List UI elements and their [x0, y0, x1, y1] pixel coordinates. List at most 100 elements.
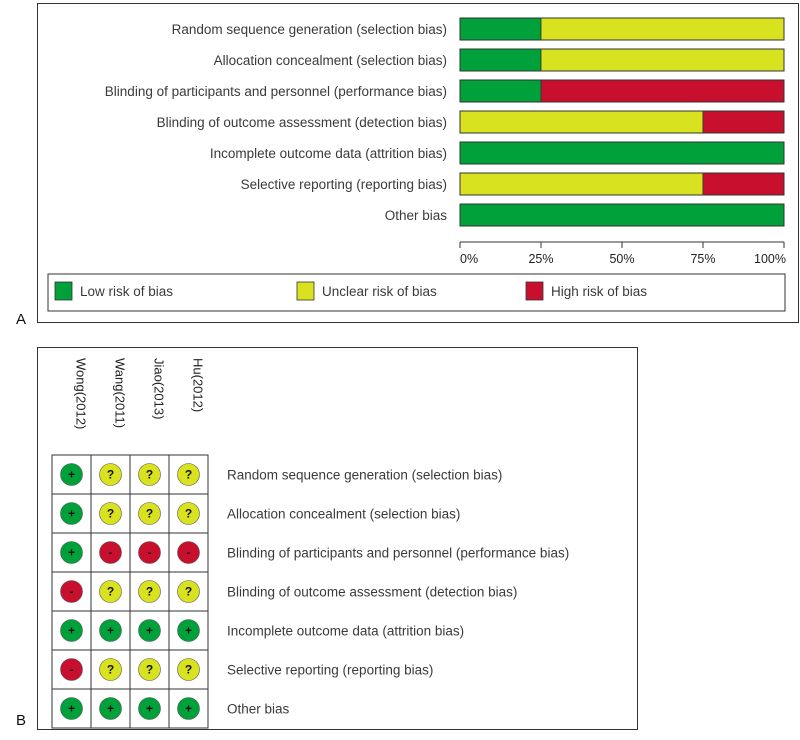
judgement-dot-unclear: [138, 658, 161, 681]
study-name: Wong(2012): [74, 358, 89, 429]
bar-segment-low: [459, 48, 542, 72]
judgement-symbol-high: -: [70, 585, 74, 599]
graph-row-label: Random sequence generation (selection bi…: [172, 22, 447, 37]
judgement-dot-low: [60, 463, 83, 486]
bar-segment-low: [459, 141, 785, 165]
judgement-symbol-low: +: [107, 624, 114, 638]
legend-label-low: Low risk of bias: [80, 284, 173, 299]
judgement-symbol-high: -: [70, 663, 74, 677]
judgement-dot-low: [138, 697, 161, 720]
bar-outline: [459, 203, 785, 227]
judgement-dot-unclear: [99, 580, 122, 603]
bar-segment-unclear: [540, 48, 785, 72]
bar-outline: [459, 79, 785, 103]
bar-outline: [459, 17, 785, 41]
judgement-dot-high: [177, 541, 200, 564]
risk-of-bias-graph-panel: Random sequence generation (selection bi…: [37, 3, 799, 323]
bar-segment-high: [702, 110, 785, 134]
graph-row-label: Other bias: [385, 208, 448, 223]
summary-row-label: Blinding of participants and personnel (…: [227, 546, 569, 561]
judgement-dot-high: [60, 658, 83, 681]
graph-row-label: Blinding of outcome assessment (detectio…: [157, 115, 447, 130]
judgement-symbol-unclear: ?: [107, 663, 114, 677]
x-axis-tick-label: 75%: [690, 252, 715, 266]
bar-outline: [459, 110, 785, 134]
graph-row-label: Blinding of participants and personnel (…: [105, 84, 447, 99]
judgement-symbol-low: +: [68, 507, 75, 521]
judgement-dot-low: [177, 619, 200, 642]
judgement-dot-unclear: [177, 658, 200, 681]
judgement-dot-unclear: [177, 580, 200, 603]
bar-outline: [459, 48, 785, 72]
judgement-symbol-low: +: [68, 468, 75, 482]
bar-outline: [459, 172, 785, 196]
summary-row-label: Allocation concealment (selection bias): [227, 507, 460, 522]
judgement-symbol-low: +: [68, 546, 75, 560]
panel-b-letter: B: [16, 712, 27, 729]
graph-row-label: Incomplete outcome data (attrition bias): [210, 146, 447, 161]
judgement-dot-high: [138, 541, 161, 564]
judgement-dot-low: [99, 697, 122, 720]
graph-row-label: Allocation concealment (selection bias): [214, 53, 447, 68]
panel-a-letter: A: [16, 311, 27, 328]
judgement-symbol-low: +: [185, 624, 192, 638]
judgement-dot-low: [60, 541, 83, 564]
risk-of-bias-summary: Wong(2012) Wang(2011) Jiao(2013) Hu(2012) Ra…: [51, 358, 569, 729]
judgement-symbol-unclear: ?: [185, 663, 192, 677]
judgement-symbol-unclear: ?: [146, 585, 153, 599]
judgement-symbol-low: +: [68, 624, 75, 638]
bar-outline: [459, 141, 785, 165]
judgement-dot-unclear: [177, 463, 200, 486]
judgement-symbol-unclear: ?: [146, 468, 153, 482]
bar-segment-low: [459, 203, 785, 227]
bar-segment-high: [540, 79, 785, 103]
bar-segment-low: [459, 79, 542, 103]
bar-segment-unclear: [540, 17, 785, 41]
legend-label-unclear: Unclear risk of bias: [322, 284, 437, 299]
judgement-dot-unclear: [99, 658, 122, 681]
risk-of-bias-graph: Random sequence generation (selection bi…: [47, 17, 786, 312]
judgement-symbol-low: +: [68, 702, 75, 716]
judgement-symbol-unclear: ?: [107, 585, 114, 599]
summary-row-label: Blinding of outcome assessment (detectio…: [227, 585, 517, 600]
judgement-symbol-unclear: ?: [146, 507, 153, 521]
judgement-symbol-unclear: ?: [185, 507, 192, 521]
summary-row-label: Random sequence generation (selection bi…: [227, 468, 502, 483]
x-axis-tick-label: 100%: [754, 252, 786, 266]
judgement-symbol-unclear: ?: [185, 585, 192, 599]
study-name: Wang(2011): [113, 358, 128, 428]
judgement-symbol-low: +: [146, 624, 153, 638]
judgement-dot-low: [138, 619, 161, 642]
judgement-symbol-unclear: ?: [185, 468, 192, 482]
judgement-symbol-low: +: [107, 702, 114, 716]
x-axis-tick-label: 50%: [609, 252, 634, 266]
study-name: Jiao(2013): [152, 358, 167, 419]
judgement-dot-unclear: [138, 463, 161, 486]
judgement-dot-unclear: [99, 463, 122, 486]
judgement-dot-high: [99, 541, 122, 564]
judgement-symbol-high: -: [148, 546, 152, 560]
bar-segment-low: [459, 17, 542, 41]
judgement-dot-low: [177, 697, 200, 720]
summary-row-label: Other bias: [227, 702, 290, 717]
graph-row-label: Selective reporting (reporting bias): [241, 177, 447, 192]
legend-label-high: High risk of bias: [551, 284, 647, 299]
judgement-symbol-low: +: [146, 702, 153, 716]
judgement-dot-unclear: [138, 502, 161, 525]
judgement-symbol-high: -: [187, 546, 191, 560]
summary-row-label: Incomplete outcome data (attrition bias): [227, 624, 464, 639]
judgement-dot-unclear: [99, 502, 122, 525]
legend-swatch-low: [54, 281, 73, 301]
judgement-dot-low: [60, 697, 83, 720]
judgement-dot-low: [60, 619, 83, 642]
bar-segment-unclear: [459, 172, 704, 196]
judgement-dot-high: [60, 580, 83, 603]
study-name: Hu(2012): [191, 358, 206, 412]
legend-box: [47, 273, 786, 312]
legend-swatch-unclear: [296, 281, 315, 301]
x-axis-tick-label: 25%: [528, 252, 553, 266]
judgement-symbol-unclear: ?: [107, 468, 114, 482]
judgement-dot-unclear: [177, 502, 200, 525]
judgement-symbol-unclear: ?: [107, 507, 114, 521]
summary-row-label: Selective reporting (reporting bias): [227, 663, 433, 678]
